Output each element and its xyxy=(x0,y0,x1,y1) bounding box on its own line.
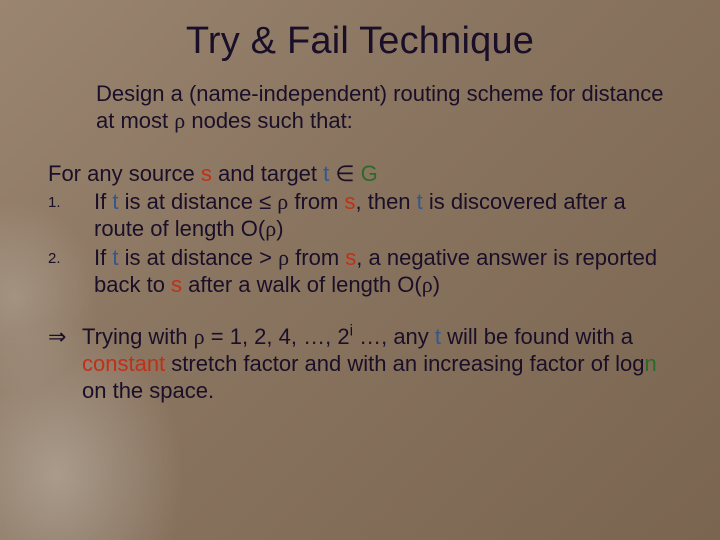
text: ) xyxy=(433,272,440,297)
text: If xyxy=(94,189,112,214)
rho-symbol: ρ xyxy=(422,272,433,297)
rho-symbol: ρ xyxy=(277,189,288,214)
text: …, any xyxy=(353,324,435,349)
text: after a walk of length O( xyxy=(182,272,422,297)
slide: Try & Fail Technique Design a (name-inde… xyxy=(0,0,720,540)
list-item: 2. If t is at distance > ρ from s, a neg… xyxy=(48,245,672,299)
var-g: G xyxy=(361,161,378,186)
text: = 1, 2, 4, …, 2 xyxy=(205,324,350,349)
for-mid: and target xyxy=(212,161,323,186)
implies-symbol: ⇒ xyxy=(48,323,82,405)
var-s: s xyxy=(345,189,356,214)
text: will be found with a xyxy=(441,324,633,349)
intro-text: Design a (name-independent) routing sche… xyxy=(96,81,672,135)
list-number: 2. xyxy=(48,245,94,299)
for-line: For any source s and target t ∈ G xyxy=(48,161,672,188)
text: stretch factor and with an increasing fa… xyxy=(165,351,644,376)
slide-title: Try & Fail Technique xyxy=(48,20,672,63)
list-number: 1. xyxy=(48,189,94,243)
conclusion-body: Trying with ρ = 1, 2, 4, …, 2i …, any t … xyxy=(82,323,672,405)
var-n: n xyxy=(645,351,657,376)
numbered-list: 1. If t is at distance ≤ ρ from s, then … xyxy=(48,189,672,298)
var-s: s xyxy=(201,161,212,186)
list-item: 1. If t is at distance ≤ ρ from s, then … xyxy=(48,189,672,243)
rho-symbol: ρ xyxy=(265,216,276,241)
rho-symbol: ρ xyxy=(278,245,289,270)
text: is at distance > xyxy=(118,245,278,270)
intro-post: nodes such that: xyxy=(185,108,353,133)
text: If xyxy=(94,245,112,270)
conclusion: ⇒ Trying with ρ = 1, 2, 4, …, 2i …, any … xyxy=(48,323,672,405)
text: is at distance ≤ xyxy=(118,189,277,214)
text: on the space. xyxy=(82,378,214,403)
list-body: If t is at distance ≤ ρ from s, then t i… xyxy=(94,189,672,243)
rho-symbol: ρ xyxy=(174,108,185,133)
list-body: If t is at distance > ρ from s, a negati… xyxy=(94,245,672,299)
rho-symbol: ρ xyxy=(194,324,205,349)
in-symbol: ∈ xyxy=(329,161,360,186)
var-s: s xyxy=(171,272,182,297)
text: Trying with xyxy=(82,324,194,349)
text: from xyxy=(288,189,344,214)
constant-word: constant xyxy=(82,351,165,376)
for-pre: For any source xyxy=(48,161,201,186)
text: from xyxy=(289,245,345,270)
text: , then xyxy=(356,189,417,214)
var-s: s xyxy=(345,245,356,270)
text: ) xyxy=(276,216,283,241)
